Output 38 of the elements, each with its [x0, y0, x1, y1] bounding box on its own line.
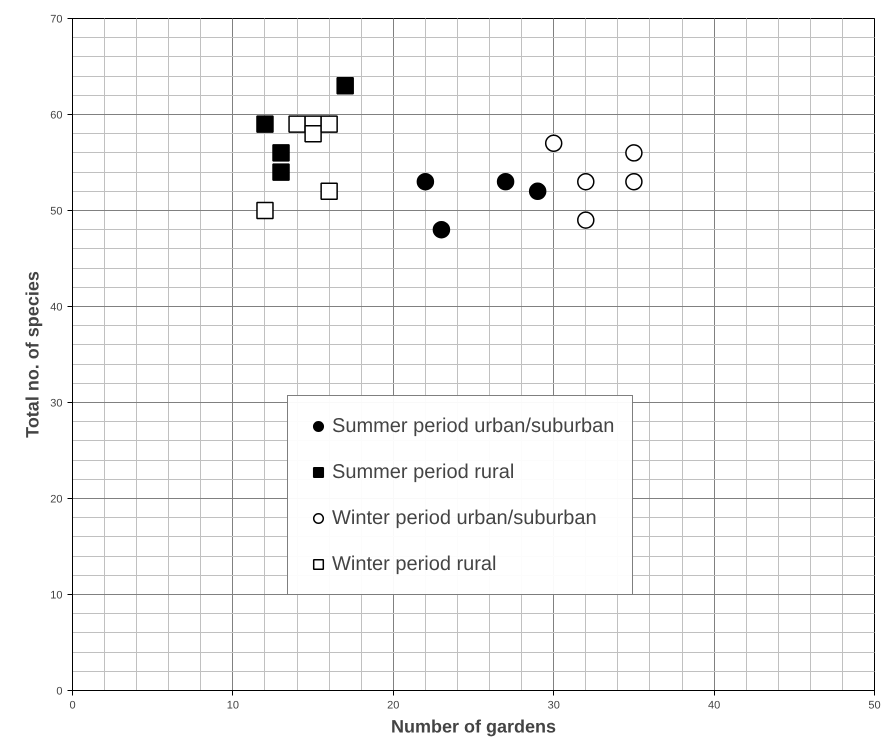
y-tick-label: 10	[50, 590, 63, 602]
point	[528, 182, 546, 200]
x-axis-title: Number of gardens	[390, 716, 556, 736]
point	[320, 182, 338, 200]
point	[272, 144, 290, 162]
y-tick-label: 50	[50, 206, 63, 218]
point	[304, 124, 322, 142]
y-tick-label: 40	[50, 302, 63, 314]
y-axis-title: Total no. of species	[22, 271, 42, 438]
x-tick-label: 0	[69, 700, 76, 712]
y-tick-label: 0	[56, 686, 63, 698]
point	[432, 220, 450, 238]
x-tick-label: 50	[868, 700, 881, 712]
point	[320, 115, 338, 133]
point	[256, 115, 274, 133]
point	[577, 172, 595, 190]
y-tick-label: 30	[50, 398, 63, 410]
x-tick-label: 10	[226, 700, 240, 712]
point	[625, 144, 643, 162]
legend-label: Summer period rural	[332, 460, 514, 484]
point	[336, 76, 354, 94]
legend-label: Summer period urban/suburban	[332, 414, 614, 438]
point	[272, 163, 290, 181]
point	[496, 172, 514, 190]
y-tick-label: 70	[50, 14, 63, 26]
legend-label: Winter period urban/suburban	[332, 506, 597, 530]
point	[416, 172, 434, 190]
point	[256, 202, 274, 220]
point	[288, 115, 306, 133]
point	[625, 172, 643, 190]
x-tick-label: 30	[548, 700, 560, 712]
point	[544, 134, 562, 152]
x-tick-label: 40	[708, 700, 720, 712]
y-tick-label: 60	[50, 110, 63, 122]
x-tick-label: 20	[387, 700, 400, 712]
legend-label: Winter period rural	[332, 552, 497, 576]
point	[577, 211, 595, 229]
y-tick-label: 20	[50, 494, 63, 506]
